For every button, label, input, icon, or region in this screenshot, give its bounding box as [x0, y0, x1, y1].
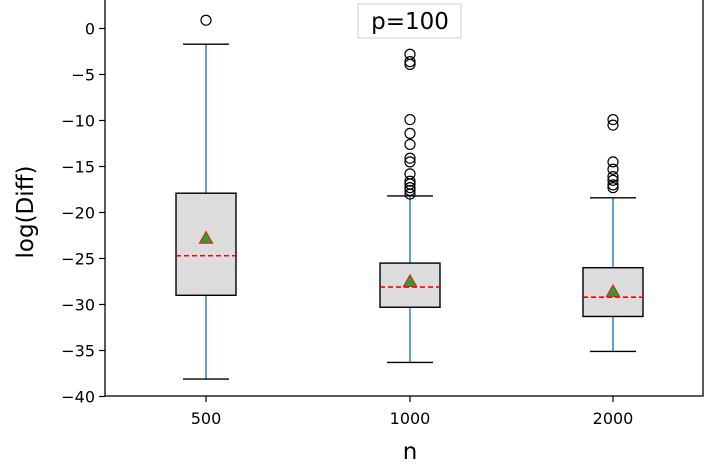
outlier-point: [404, 127, 416, 139]
outlier-point: [404, 113, 416, 126]
y-tick-label: −5: [71, 66, 95, 85]
y-tick-label: −30: [61, 296, 95, 315]
mean-marker: [402, 273, 418, 287]
y-tick-label: −15: [61, 158, 95, 177]
y-tick-label: −35: [61, 342, 95, 361]
y-tick-label: −10: [61, 112, 95, 131]
outlier-point: [607, 119, 619, 131]
outlier-point: [607, 171, 619, 183]
plot-frame: [104, 0, 704, 397]
x-tick-label: 500: [191, 409, 222, 428]
y-tick-label: −20: [61, 204, 95, 223]
outlier-point: [404, 58, 416, 70]
box-group-2000: [582, 113, 644, 353]
outlier-point: [607, 156, 619, 168]
chart-title: p=100: [371, 9, 449, 35]
x-tick-label: 2000: [593, 409, 634, 428]
outlier-point: [607, 163, 619, 175]
y-tick-label: −40: [61, 388, 95, 407]
outlier-point: [404, 184, 416, 197]
mean-marker: [605, 283, 621, 298]
outlier-point: [404, 188, 416, 200]
outlier-point: [607, 113, 619, 126]
box-group-500: [175, 14, 237, 380]
outlier-point: [200, 14, 212, 26]
box-group-1000: [379, 48, 441, 364]
outlier-point: [404, 138, 416, 151]
outlier-point: [607, 179, 619, 191]
x-axis-label: n: [403, 439, 418, 465]
outlier-point: [404, 152, 416, 164]
outlier-point: [404, 175, 416, 187]
mean-marker: [198, 230, 214, 244]
outlier-point: [404, 56, 416, 68]
outlier-point: [607, 182, 619, 194]
x-tick-label: 1000: [390, 409, 431, 428]
y-axis-label: log(Diff): [13, 166, 39, 259]
outlier-point: [607, 174, 619, 186]
outlier-point: [404, 182, 416, 194]
outlier-point: [404, 156, 416, 168]
title-box: [357, 3, 462, 39]
box-iqr: [175, 192, 237, 296]
y-tick-label: −25: [61, 250, 95, 269]
y-tick-label: 0: [85, 20, 95, 39]
